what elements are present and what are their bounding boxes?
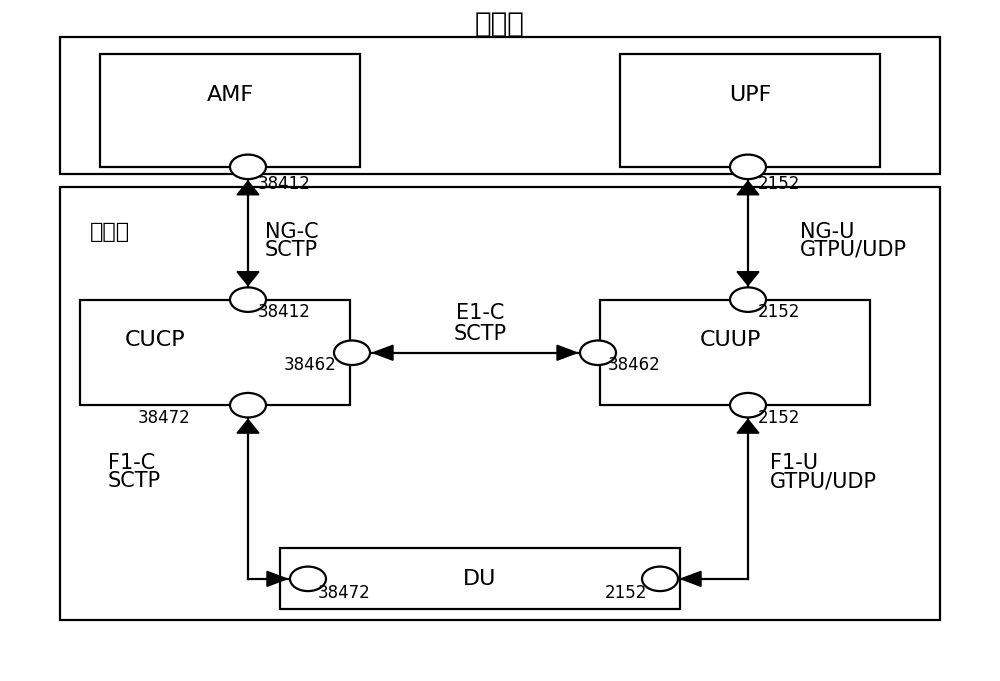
Text: 38412: 38412: [258, 303, 311, 321]
Circle shape: [730, 155, 766, 179]
Bar: [620, 54, 880, 167]
Polygon shape: [373, 345, 393, 360]
Bar: [80, 300, 350, 405]
Text: 38472: 38472: [138, 409, 191, 426]
Text: SCTP: SCTP: [453, 323, 507, 344]
Text: GTPU/UDP: GTPU/UDP: [770, 471, 877, 492]
Polygon shape: [737, 419, 759, 433]
Text: CUCP: CUCP: [125, 330, 185, 351]
Text: 核心网: 核心网: [475, 10, 525, 38]
Text: NG-U: NG-U: [800, 221, 854, 242]
Bar: [60, 37, 940, 174]
Text: SCTP: SCTP: [108, 471, 161, 492]
Text: 38412: 38412: [258, 175, 311, 193]
Text: F1-C: F1-C: [108, 453, 155, 473]
Text: SCTP: SCTP: [265, 240, 318, 260]
Polygon shape: [681, 571, 701, 586]
Polygon shape: [237, 181, 259, 195]
Bar: [60, 187, 940, 620]
Text: 接入网: 接入网: [90, 221, 130, 242]
Text: GTPU/UDP: GTPU/UDP: [800, 240, 907, 260]
Text: 38462: 38462: [284, 356, 337, 374]
Circle shape: [730, 287, 766, 312]
Polygon shape: [737, 181, 759, 195]
Circle shape: [230, 155, 266, 179]
Circle shape: [580, 340, 616, 365]
Circle shape: [230, 287, 266, 312]
Text: NG-C: NG-C: [265, 221, 319, 242]
Circle shape: [642, 567, 678, 591]
Polygon shape: [267, 571, 287, 586]
Text: DU: DU: [463, 569, 497, 589]
Circle shape: [730, 393, 766, 417]
Bar: [600, 300, 870, 405]
Text: E1-C: E1-C: [456, 303, 504, 323]
Text: 2152: 2152: [758, 409, 800, 426]
Text: 38472: 38472: [318, 584, 371, 602]
Circle shape: [230, 393, 266, 417]
Bar: [100, 54, 360, 167]
Text: 2152: 2152: [758, 303, 800, 321]
Text: 2152: 2152: [605, 584, 647, 602]
Bar: [280, 548, 680, 609]
Polygon shape: [737, 272, 759, 285]
Polygon shape: [557, 345, 577, 360]
Polygon shape: [237, 272, 259, 285]
Text: 38462: 38462: [608, 356, 661, 374]
Text: F1-U: F1-U: [770, 453, 818, 473]
Text: CUUP: CUUP: [699, 330, 761, 351]
Text: UPF: UPF: [729, 85, 771, 106]
Circle shape: [334, 340, 370, 365]
Circle shape: [290, 567, 326, 591]
Text: 2152: 2152: [758, 175, 800, 193]
Polygon shape: [237, 419, 259, 433]
Text: AMF: AMF: [206, 85, 254, 106]
